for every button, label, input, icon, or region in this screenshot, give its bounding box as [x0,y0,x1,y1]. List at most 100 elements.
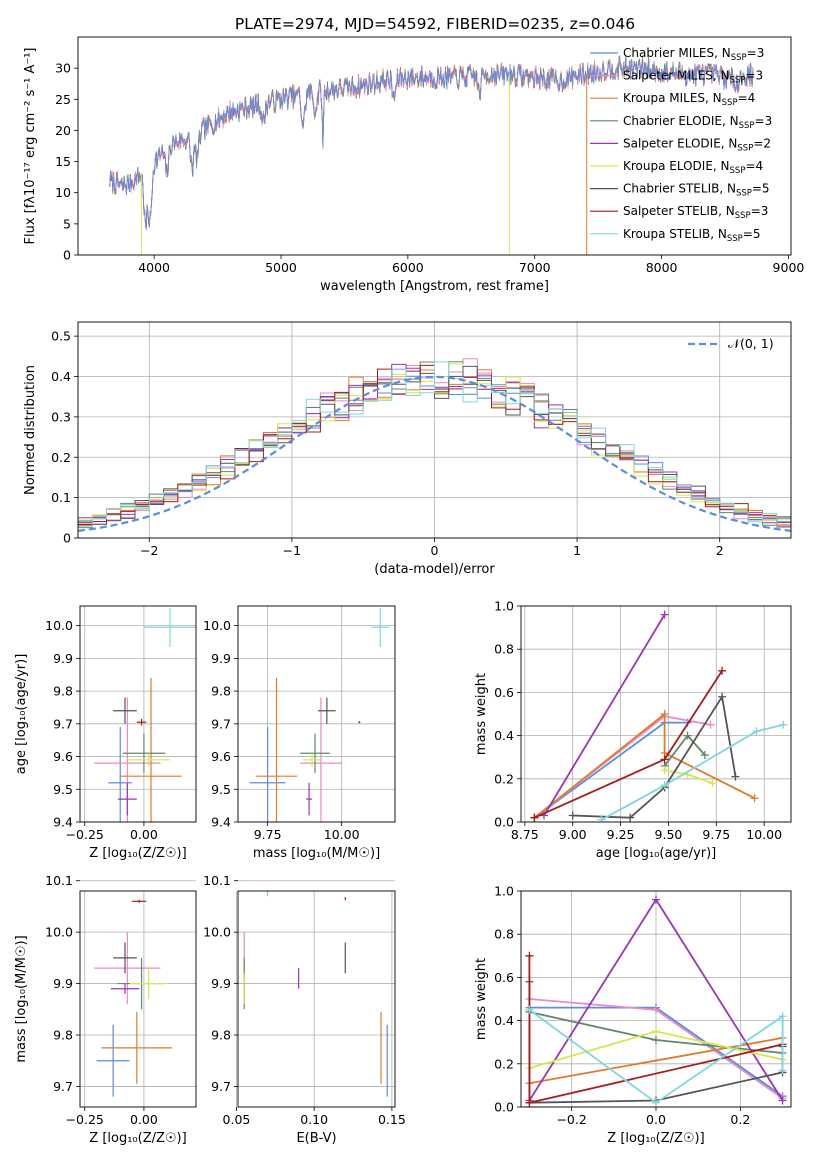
errorbar-salpeter-miles [94,932,161,1005]
series-marker-salpeter-elodie [652,895,660,904]
x-axis-label: E(B-V) [296,1131,336,1146]
x-tick-label: −0.25 [66,827,104,842]
legend-label-text: Chabrier STELIB, N [623,182,736,196]
plot-area [243,891,388,1097]
series-chabrier-elodie [660,731,709,770]
grid-lines [236,880,395,1107]
y-tick-label: 0.2 [494,771,514,786]
legend-label-subscript: SSP [739,121,755,131]
errorbar-salpeter-miles [300,697,342,822]
y-tick-label: 9.8 [211,684,231,699]
y-tick-label: 0.5 [51,329,71,344]
axes-border [77,36,792,256]
legend-label-count: =3 [745,69,763,83]
spectrum-line-chabrier-miles [109,55,754,230]
y-tick-label: 25 [55,92,71,107]
series-marker-kroupa-miles [660,710,669,718]
y-tick-label: 9.8 [53,684,73,699]
y-tick-label: 10.0 [203,618,231,633]
legend-label-chabrier-miles: Chabrier MILES, NSSP=3 [623,46,764,63]
plot-area [94,899,173,1097]
y-tick-label: 9.9 [53,976,73,991]
y-tick-label: 10.1 [45,873,73,888]
x-tick-label: 2 [716,543,724,558]
legend-label-text: Salpeter STELIB, N [623,204,735,218]
series-marker-chabrier-elodie [700,751,709,760]
y-tick-label: 0.2 [51,450,71,465]
grid-lines [78,322,791,539]
x-tick-label: 6000 [392,260,424,275]
x-tick-label: 0.15 [378,1112,406,1127]
y-tick-label: 9.7 [211,716,231,731]
axes-frame: −0.2 0.0 0.2 0.0 0.2 0.4 0.6 0.8 1.0 Z [log₁₀(Z/Z… [474,884,792,1146]
plot-area [94,607,196,822]
series-marker-kroupa-stelib [652,1098,660,1107]
y-tick-label: 0.4 [494,1013,514,1028]
x-tick-label: 9000 [773,260,805,275]
series-marker-kroupa-stelib [779,720,788,729]
y-tick-label: 9.9 [211,976,231,991]
y-tick-label: 9.9 [53,651,73,666]
series-marker-kroupa-elodie [660,766,669,775]
x-tick-label: 0.2 [730,1112,750,1127]
legend-label-subscript: SSP [736,189,752,199]
y-axis-label: age [log₁₀(age/yr)] [14,654,29,775]
series-line-kroupa-stelib [528,1009,784,1104]
errorbar-kroupa-elodie [303,753,321,767]
legend-label-salpeter-stelib: Salpeter STELIB, NSSP=3 [623,204,768,221]
legend-label-salpeter-elodie: Salpeter ELODIE, NSSP=2 [623,136,771,153]
legend-label-normal: 𝒩(0, 1) [728,336,774,351]
y-tick-label: 20 [55,123,71,138]
errorbar-chabrier-miles [96,1024,130,1097]
y-axis-label: mass weight [474,673,489,755]
x-tick-label: 10.00 [324,827,360,842]
legend-label-count: =2 [753,136,771,150]
series-marker-kroupa-stelib [778,1012,787,1021]
y-tick-label: 0.8 [494,642,514,657]
x-axis-label: Z [log₁₀(Z/Z☉)] [89,846,186,861]
y-tick-label: 30 [55,61,71,76]
axes-frame: −0.25 0.00 9.7 9.8 9.9 10.0 10.1 Z [log₁₀(Z/Z☉)… [14,873,197,1146]
axes-border [79,890,197,1108]
legend-label-subscript: SSP [735,211,751,221]
x-tick-label: 8.75 [511,827,539,842]
y-tick-label: 9.8 [211,1028,231,1043]
errorbar-chabrier-miles [249,727,286,822]
x-tick-label: −2 [140,543,158,558]
grid-lines [80,880,196,1107]
series-line-kroupa-miles [533,712,756,819]
x-tick-label: 4000 [138,260,170,275]
series-marker-salpeter-stelib [660,755,669,764]
x-tick-label: 8000 [646,260,678,275]
y-tick-label: 9.7 [211,1079,231,1094]
legend-label-count: =3 [755,114,773,128]
x-axis-label: wavelength [Angstrom, rest frame] [320,279,549,294]
errorbar-chabrier-stelib [113,942,137,974]
errorbar-chabrier-elodie [300,733,330,773]
legend-label-count: =4 [745,159,763,173]
legend-label-kroupa-stelib: Kroupa STELIB, NSSP=5 [623,227,761,244]
x-tick-label: 0.00 [130,1112,158,1127]
axes-border [520,605,792,823]
spectrum-panel: 4000 5000 6000 7000 8000 9000 0 5 10 15 20 25 30 wave… [23,36,805,294]
errorbar-kroupa-miles [120,678,182,822]
plot-area [249,607,390,822]
errorbar-kroupa-stelib [371,607,390,647]
series-marker-salpeter-miles [652,1005,660,1014]
legend-label-subscript: SSP [722,98,738,108]
y-tick-label: 9.6 [211,749,231,764]
legend-label-count: =5 [752,182,770,196]
errorbar-chabrier-miles [108,727,133,822]
y-tick-label: 10.1 [203,873,231,888]
legend-label-chabrier-stelib: Chabrier STELIB, NSSP=5 [623,182,770,199]
errorbar-salpeter-elodie [117,782,137,816]
legend-label-salpeter-miles: Salpeter MILES, NSSP=3 [623,69,763,86]
series-marker-salpeter-stelib [718,666,727,675]
series-kroupa-stelib [597,720,788,822]
axes-border [237,605,396,823]
y-tick-label: 0.0 [494,1100,514,1115]
legend-label-subscript: SSP [731,53,747,63]
axes-frame: 8.75 9.00 9.25 9.50 9.75 10.00 0.0 0.2 0.4 0.6 0.8… [474,599,792,861]
y-tick-label: 0.4 [51,369,71,384]
x-tick-label: 1 [573,543,581,558]
